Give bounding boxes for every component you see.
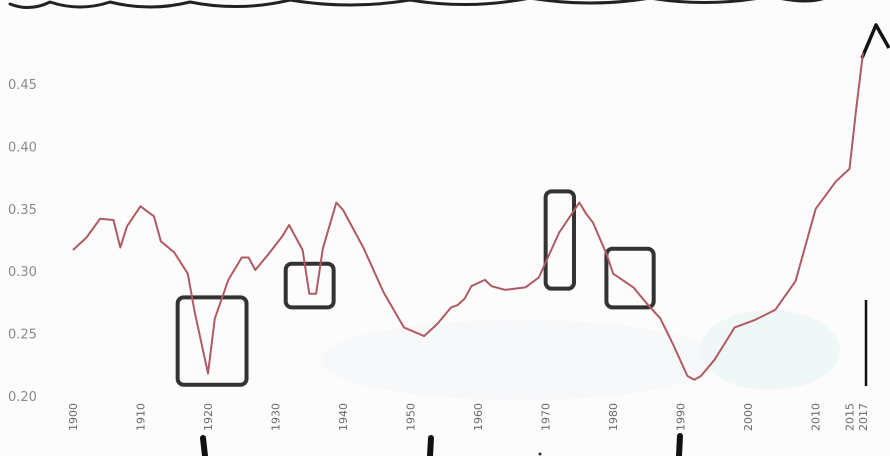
y-tick-label: 0.20 [8, 390, 37, 405]
x-tick-label: 2015 [843, 403, 856, 431]
annotation-box [283, 261, 336, 310]
y-axis-ticks: 0.20 0.25 0.30 0.35 0.40 0.45 [8, 78, 37, 405]
annotation-box [175, 295, 249, 387]
x-tick-label: 2017 [857, 403, 870, 431]
series-line [72, 52, 864, 381]
x-tick-label: 1930 [270, 403, 283, 431]
arrow-peak-mark [860, 23, 890, 59]
x-tick-label: 2000 [742, 403, 755, 431]
x-tick-label: 2010 [810, 403, 823, 431]
series-layer [72, 52, 864, 381]
annotation-box [543, 189, 577, 291]
annotation-boxes [175, 189, 656, 387]
bottom-pen-marks [200, 433, 683, 456]
x-tick-label: 1910 [135, 403, 148, 431]
y-tick-label: 0.45 [8, 78, 37, 93]
x-tick-label: 1970 [540, 403, 553, 431]
y-tick-label: 0.25 [8, 328, 37, 343]
x-tick-label: 1960 [472, 403, 485, 431]
x-tick-label: 1950 [405, 403, 418, 431]
x-axis-ticks: 1900 1910 1920 1930 1940 1950 1960 1970 1980 1990… [67, 403, 870, 431]
y-tick-label: 0.30 [8, 265, 37, 280]
x-tick-label: 1990 [675, 403, 688, 431]
x-tick-label: 1980 [607, 403, 620, 431]
y-tick-label: 0.40 [8, 140, 37, 155]
x-tick-label: 1920 [202, 403, 215, 431]
y-tick-label: 0.35 [8, 203, 37, 218]
x-tick-label: 1900 [67, 403, 80, 431]
x-tick-label: 1940 [337, 403, 350, 431]
annotation-box [604, 246, 656, 310]
top-handwriting-scribbles [8, 0, 824, 9]
